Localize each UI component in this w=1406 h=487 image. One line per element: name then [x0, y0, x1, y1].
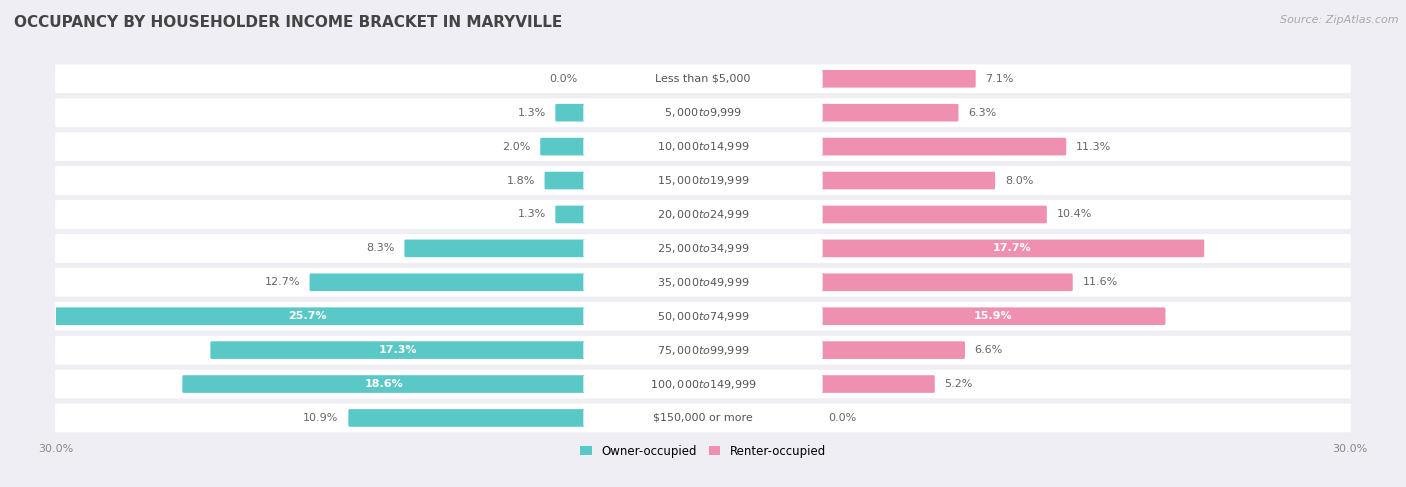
FancyBboxPatch shape [55, 234, 1351, 263]
FancyBboxPatch shape [583, 70, 823, 88]
FancyBboxPatch shape [55, 166, 1351, 195]
FancyBboxPatch shape [55, 404, 1351, 432]
Text: 2.0%: 2.0% [502, 142, 530, 151]
FancyBboxPatch shape [349, 409, 585, 427]
FancyBboxPatch shape [821, 138, 1066, 155]
FancyBboxPatch shape [583, 138, 823, 155]
Text: 10.9%: 10.9% [304, 413, 339, 423]
Text: $100,000 to $149,999: $100,000 to $149,999 [650, 377, 756, 391]
FancyBboxPatch shape [583, 240, 823, 257]
Text: 1.8%: 1.8% [506, 175, 534, 186]
Text: 8.0%: 8.0% [1005, 175, 1033, 186]
FancyBboxPatch shape [821, 70, 976, 88]
Text: $75,000 to $99,999: $75,000 to $99,999 [657, 344, 749, 356]
FancyBboxPatch shape [555, 206, 585, 223]
Text: 1.3%: 1.3% [517, 209, 546, 220]
FancyBboxPatch shape [583, 172, 823, 189]
FancyBboxPatch shape [211, 341, 585, 359]
FancyBboxPatch shape [55, 98, 1351, 127]
Text: 6.6%: 6.6% [974, 345, 1002, 355]
FancyBboxPatch shape [583, 409, 823, 427]
FancyBboxPatch shape [821, 307, 1166, 325]
FancyBboxPatch shape [55, 64, 1351, 93]
Text: 8.3%: 8.3% [367, 244, 395, 253]
Text: Less than $5,000: Less than $5,000 [655, 74, 751, 84]
Text: 15.9%: 15.9% [973, 311, 1012, 321]
FancyBboxPatch shape [821, 104, 959, 122]
Text: 17.3%: 17.3% [378, 345, 418, 355]
Text: $15,000 to $19,999: $15,000 to $19,999 [657, 174, 749, 187]
Legend: Owner-occupied, Renter-occupied: Owner-occupied, Renter-occupied [575, 440, 831, 463]
FancyBboxPatch shape [583, 274, 823, 291]
Text: OCCUPANCY BY HOUSEHOLDER INCOME BRACKET IN MARYVILLE: OCCUPANCY BY HOUSEHOLDER INCOME BRACKET … [14, 15, 562, 30]
FancyBboxPatch shape [555, 104, 585, 122]
FancyBboxPatch shape [540, 138, 585, 155]
Text: 18.6%: 18.6% [364, 379, 404, 389]
Text: 10.4%: 10.4% [1056, 209, 1092, 220]
FancyBboxPatch shape [55, 200, 1351, 229]
FancyBboxPatch shape [405, 240, 585, 257]
Text: 11.6%: 11.6% [1083, 277, 1118, 287]
Text: $35,000 to $49,999: $35,000 to $49,999 [657, 276, 749, 289]
Text: $50,000 to $74,999: $50,000 to $74,999 [657, 310, 749, 323]
FancyBboxPatch shape [583, 104, 823, 122]
FancyBboxPatch shape [309, 274, 585, 291]
FancyBboxPatch shape [821, 206, 1047, 223]
FancyBboxPatch shape [821, 375, 935, 393]
Text: $25,000 to $34,999: $25,000 to $34,999 [657, 242, 749, 255]
FancyBboxPatch shape [55, 268, 1351, 297]
FancyBboxPatch shape [821, 341, 965, 359]
FancyBboxPatch shape [55, 302, 1351, 331]
FancyBboxPatch shape [55, 132, 1351, 161]
FancyBboxPatch shape [583, 206, 823, 223]
FancyBboxPatch shape [55, 336, 1351, 365]
FancyBboxPatch shape [583, 341, 823, 359]
Text: 0.0%: 0.0% [550, 74, 578, 84]
FancyBboxPatch shape [821, 274, 1073, 291]
FancyBboxPatch shape [583, 307, 823, 325]
Text: Source: ZipAtlas.com: Source: ZipAtlas.com [1281, 15, 1399, 25]
Text: 0.0%: 0.0% [828, 413, 856, 423]
Text: 6.3%: 6.3% [969, 108, 997, 118]
Text: 7.1%: 7.1% [986, 74, 1014, 84]
FancyBboxPatch shape [544, 172, 585, 189]
Text: 12.7%: 12.7% [264, 277, 299, 287]
FancyBboxPatch shape [821, 240, 1204, 257]
FancyBboxPatch shape [30, 307, 585, 325]
Text: 5.2%: 5.2% [945, 379, 973, 389]
Text: 11.3%: 11.3% [1076, 142, 1111, 151]
Text: $5,000 to $9,999: $5,000 to $9,999 [664, 106, 742, 119]
FancyBboxPatch shape [183, 375, 585, 393]
Text: $10,000 to $14,999: $10,000 to $14,999 [657, 140, 749, 153]
FancyBboxPatch shape [583, 375, 823, 393]
Text: $150,000 or more: $150,000 or more [654, 413, 752, 423]
FancyBboxPatch shape [55, 370, 1351, 398]
Text: 25.7%: 25.7% [288, 311, 326, 321]
Text: 17.7%: 17.7% [993, 244, 1032, 253]
Text: $20,000 to $24,999: $20,000 to $24,999 [657, 208, 749, 221]
Text: 1.3%: 1.3% [517, 108, 546, 118]
FancyBboxPatch shape [821, 172, 995, 189]
